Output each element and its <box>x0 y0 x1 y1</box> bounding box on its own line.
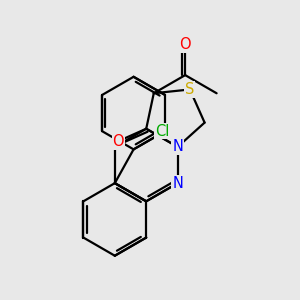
Text: O: O <box>112 134 124 149</box>
Text: O: O <box>179 37 191 52</box>
Text: N: N <box>172 140 183 154</box>
Text: N: N <box>172 176 183 191</box>
Text: S: S <box>185 82 194 97</box>
Text: Cl: Cl <box>155 124 169 139</box>
